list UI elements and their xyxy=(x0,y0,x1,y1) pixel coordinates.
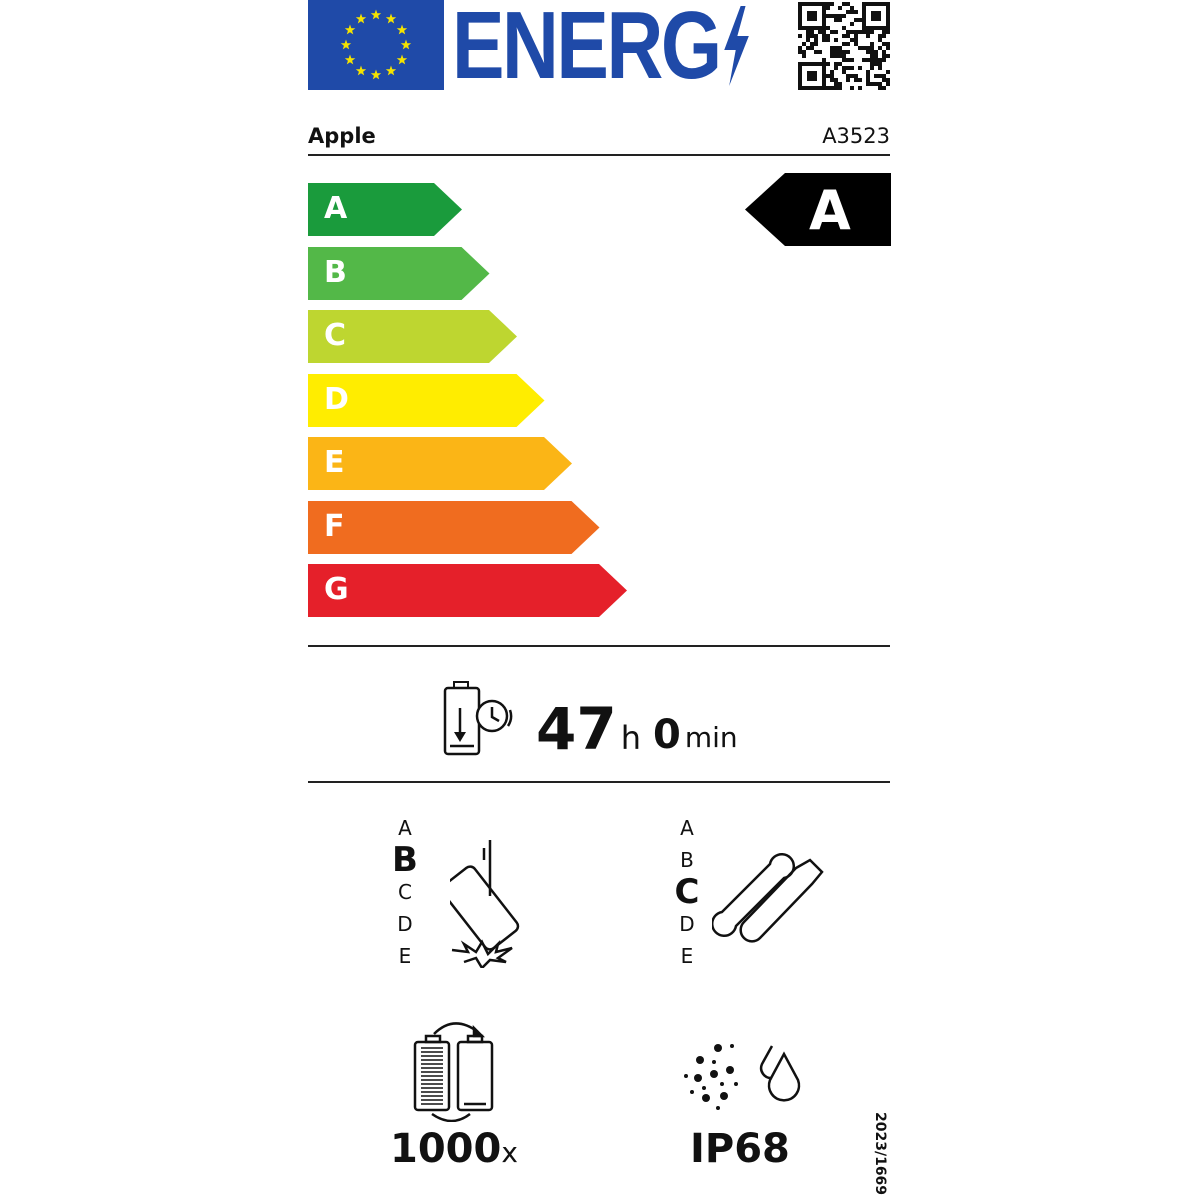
energy-class-letter: G xyxy=(324,572,349,607)
qr-code xyxy=(798,2,890,90)
scale-class-c: C xyxy=(398,880,412,904)
energy-class-bar-c: C xyxy=(308,310,517,363)
energy-class-bar-a: A xyxy=(308,183,462,236)
energy-class-letter: B xyxy=(324,254,347,290)
lightning-icon xyxy=(724,6,750,86)
energy-class-letter: C xyxy=(324,318,347,353)
star-icon xyxy=(355,13,367,24)
minutes-unit: min xyxy=(684,721,738,754)
star-icon xyxy=(355,65,367,76)
energy-class-bar-f: F xyxy=(308,500,600,554)
star-icon xyxy=(385,13,397,24)
drop-phone-icon xyxy=(450,840,520,968)
repair-tools-icon xyxy=(712,852,824,943)
star-icon xyxy=(340,39,352,50)
scale-class-d: D xyxy=(397,912,413,936)
dust-water-icon xyxy=(684,1044,801,1110)
energy-class-rating: A xyxy=(745,173,891,246)
divider xyxy=(308,645,890,647)
scale-class-d: D xyxy=(679,912,695,936)
energy-class-letter: E xyxy=(324,445,345,480)
energy-class-bar-e: E xyxy=(308,437,572,490)
energy-class-letter: A xyxy=(324,191,348,226)
regulation-number: 2023/1669 xyxy=(872,1112,888,1196)
scale-class-e: E xyxy=(680,944,694,968)
battery-cycles-icon xyxy=(413,1022,494,1122)
divider xyxy=(308,154,890,156)
energy-class-letter: D xyxy=(324,381,349,417)
ingress-protection-rating: IP68 xyxy=(690,1126,790,1172)
supplier-name: Apple xyxy=(308,124,376,148)
divider xyxy=(308,781,890,783)
scale-class-a: A xyxy=(398,816,412,840)
battery-cycles-value: 1000 xyxy=(390,1126,502,1172)
battery-cycles: 1000x xyxy=(390,1126,518,1172)
model-identifier: A3523 xyxy=(822,124,890,148)
star-icon xyxy=(396,54,408,65)
star-icon xyxy=(344,24,356,35)
endurance-minutes: 0 xyxy=(653,712,681,758)
energy-label-title: ENERG xyxy=(452,0,752,94)
energy-class-bar-g: G xyxy=(308,564,627,617)
scale-class-c: C xyxy=(674,872,700,912)
battery-endurance-icon xyxy=(443,681,513,756)
hours-unit: h xyxy=(620,719,641,757)
star-icon xyxy=(385,65,397,76)
star-icon xyxy=(400,39,412,50)
scale-class-b: B xyxy=(392,840,418,880)
scale-class-b: B xyxy=(680,848,694,872)
energy-text: ENERG xyxy=(452,0,722,99)
energy-class-bar-d: D xyxy=(308,373,545,427)
battery-cycles-unit: x xyxy=(501,1136,518,1169)
star-icon xyxy=(370,9,382,20)
eu-flag-logo xyxy=(308,0,444,90)
rating-letter: A xyxy=(809,179,851,242)
scale-class-a: A xyxy=(680,816,694,840)
star-icon xyxy=(396,24,408,35)
energy-class-bar-b: B xyxy=(308,246,490,300)
energy-class-letter: F xyxy=(324,508,345,544)
star-icon xyxy=(370,69,382,80)
endurance-hours: 47 xyxy=(536,695,617,763)
scale-class-e: E xyxy=(398,944,412,968)
star-icon xyxy=(344,54,356,65)
battery-endurance: 47 h 0 min xyxy=(440,678,750,758)
